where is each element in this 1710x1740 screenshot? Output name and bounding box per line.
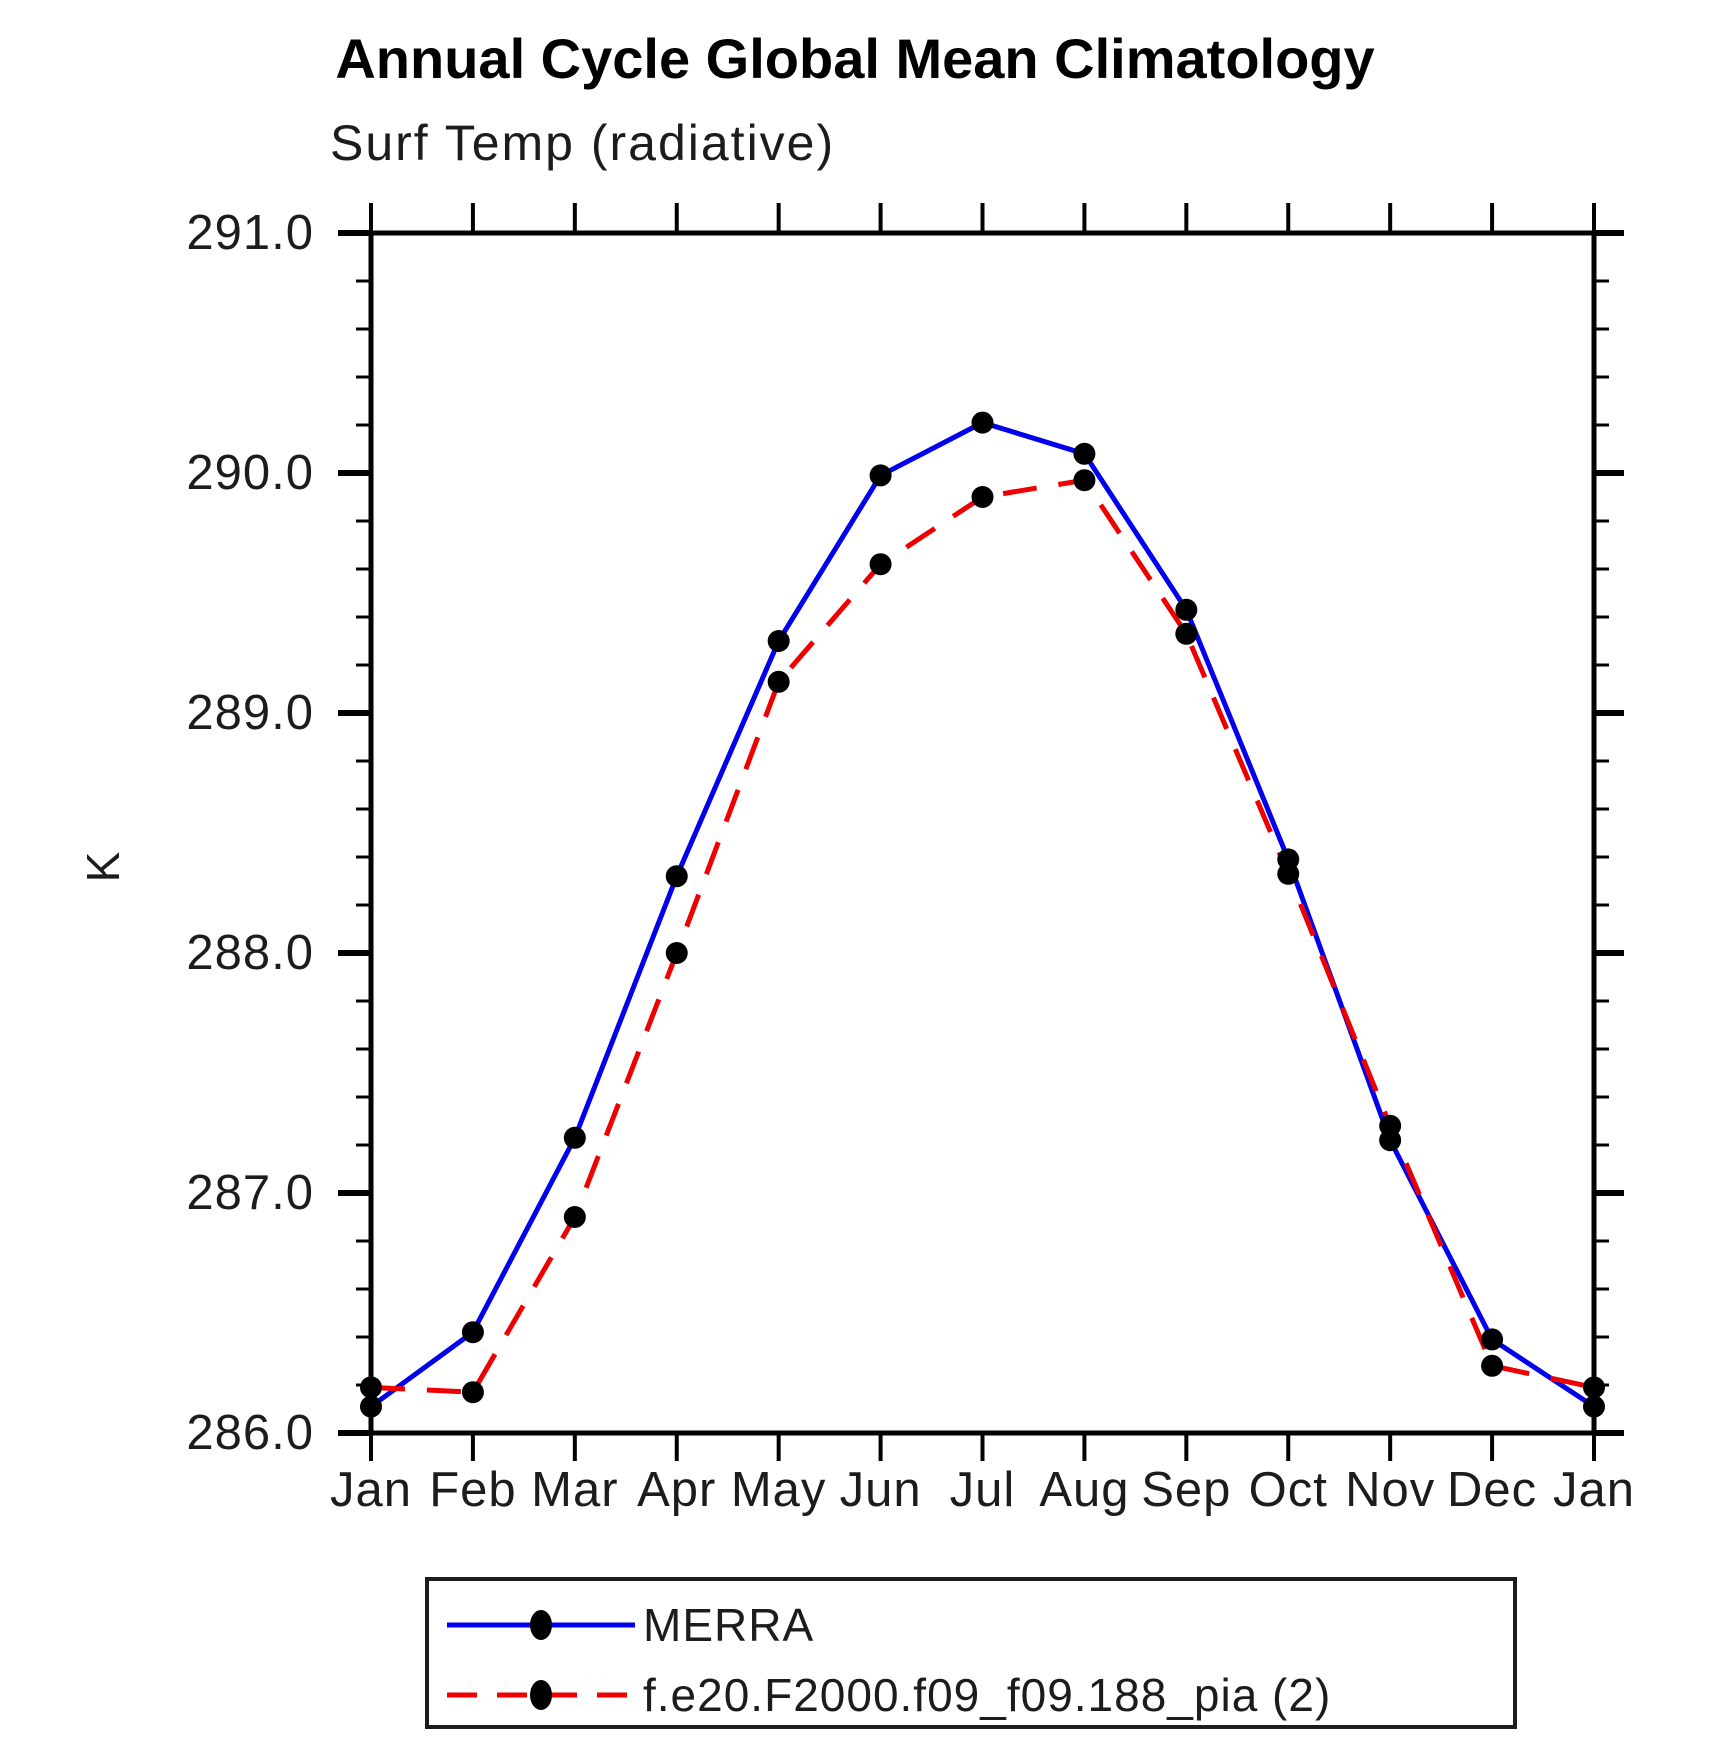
x-tick-label-4-May: May — [730, 1463, 827, 1517]
data-point-series1-Jun — [869, 553, 892, 576]
x-tick-label-11-Dec: Dec — [1447, 1463, 1538, 1517]
y-tick-label-289.0: 289.0 — [186, 686, 314, 740]
data-point-series0-Jan — [360, 1395, 382, 1418]
data-point-series0-Aug — [1073, 442, 1096, 465]
legend-entry-model: f.e20.F2000.f09_f09.188_pia (2) — [443, 1669, 1331, 1721]
chart-title: Annual Cycle Global Mean Climatology — [335, 27, 1375, 90]
x-tick-label-0-Jan: Jan — [329, 1463, 413, 1517]
x-tick-label-1-Feb: Feb — [429, 1463, 517, 1517]
data-point-series1-Dec — [1481, 1354, 1504, 1377]
data-point-series1-Jul — [971, 486, 994, 508]
data-point-series1-Apr — [665, 942, 688, 964]
legend-entry-merra: MERRA — [443, 1599, 814, 1651]
x-tick-label-9-Oct: Oct — [1248, 1463, 1328, 1517]
data-point-series0-Jan — [1583, 1395, 1605, 1418]
data-point-series0-Jun — [869, 464, 892, 487]
data-point-series1-Jan — [360, 1376, 382, 1399]
x-tick-label-3-Apr: Apr — [637, 1463, 717, 1517]
x-tick-label-8-Sep: Sep — [1141, 1463, 1232, 1517]
x-tick-label-10-Nov: Nov — [1345, 1463, 1436, 1517]
data-point-series1-Jan — [1583, 1376, 1605, 1399]
data-point-series0-Apr — [665, 865, 688, 888]
data-point-series0-Jul — [971, 411, 994, 434]
x-tick-label-5-Jun: Jun — [839, 1463, 922, 1517]
data-point-series1-Mar — [563, 1206, 586, 1228]
legend-box: MERRA f.e20.F2000.f09_f09.188_pia (2) — [425, 1577, 1517, 1729]
chart-subtitle: Surf Temp (radiative) — [330, 115, 836, 171]
x-tick-label-7-Aug: Aug — [1039, 1463, 1130, 1517]
y-tick-label-291.0: 291.0 — [186, 206, 314, 260]
x-tick-label-6-Jul: Jul — [949, 1463, 1016, 1517]
data-point-series0-Sep — [1175, 598, 1198, 621]
data-point-series1-Oct — [1277, 862, 1300, 885]
y-tick-label-288.0: 288.0 — [186, 926, 314, 980]
data-point-series0-Feb — [461, 1321, 484, 1344]
legend-marker-dot — [530, 1680, 552, 1710]
data-point-series1-May — [767, 670, 790, 693]
legend-sample-line-dashed — [447, 1680, 635, 1710]
data-point-series1-Nov — [1379, 1114, 1402, 1137]
legend-sample-line-solid — [447, 1610, 635, 1640]
x-tick-label-2-Mar: Mar — [531, 1463, 619, 1517]
legend-label-merra: MERRA — [643, 1599, 815, 1651]
data-point-series1-Aug — [1073, 469, 1096, 492]
legend-marker-dot — [530, 1610, 552, 1640]
y-tick-label-286.0: 286.0 — [186, 1406, 314, 1460]
y-tick-label-287.0: 287.0 — [186, 1166, 314, 1220]
data-point-series0-Mar — [563, 1126, 586, 1149]
legend-label-model: f.e20.F2000.f09_f09.188_pia (2) — [643, 1669, 1332, 1721]
data-point-series0-Dec — [1481, 1328, 1504, 1351]
data-point-series1-Feb — [461, 1381, 484, 1404]
data-point-series0-May — [767, 630, 790, 652]
data-point-series1-Sep — [1175, 622, 1198, 645]
series-line-0 — [369, 419, 1596, 1409]
y-tick-label-290.0: 290.0 — [186, 446, 314, 500]
series-line-1 — [370, 477, 1595, 1395]
x-tick-label-12-Jan: Jan — [1552, 1463, 1636, 1517]
